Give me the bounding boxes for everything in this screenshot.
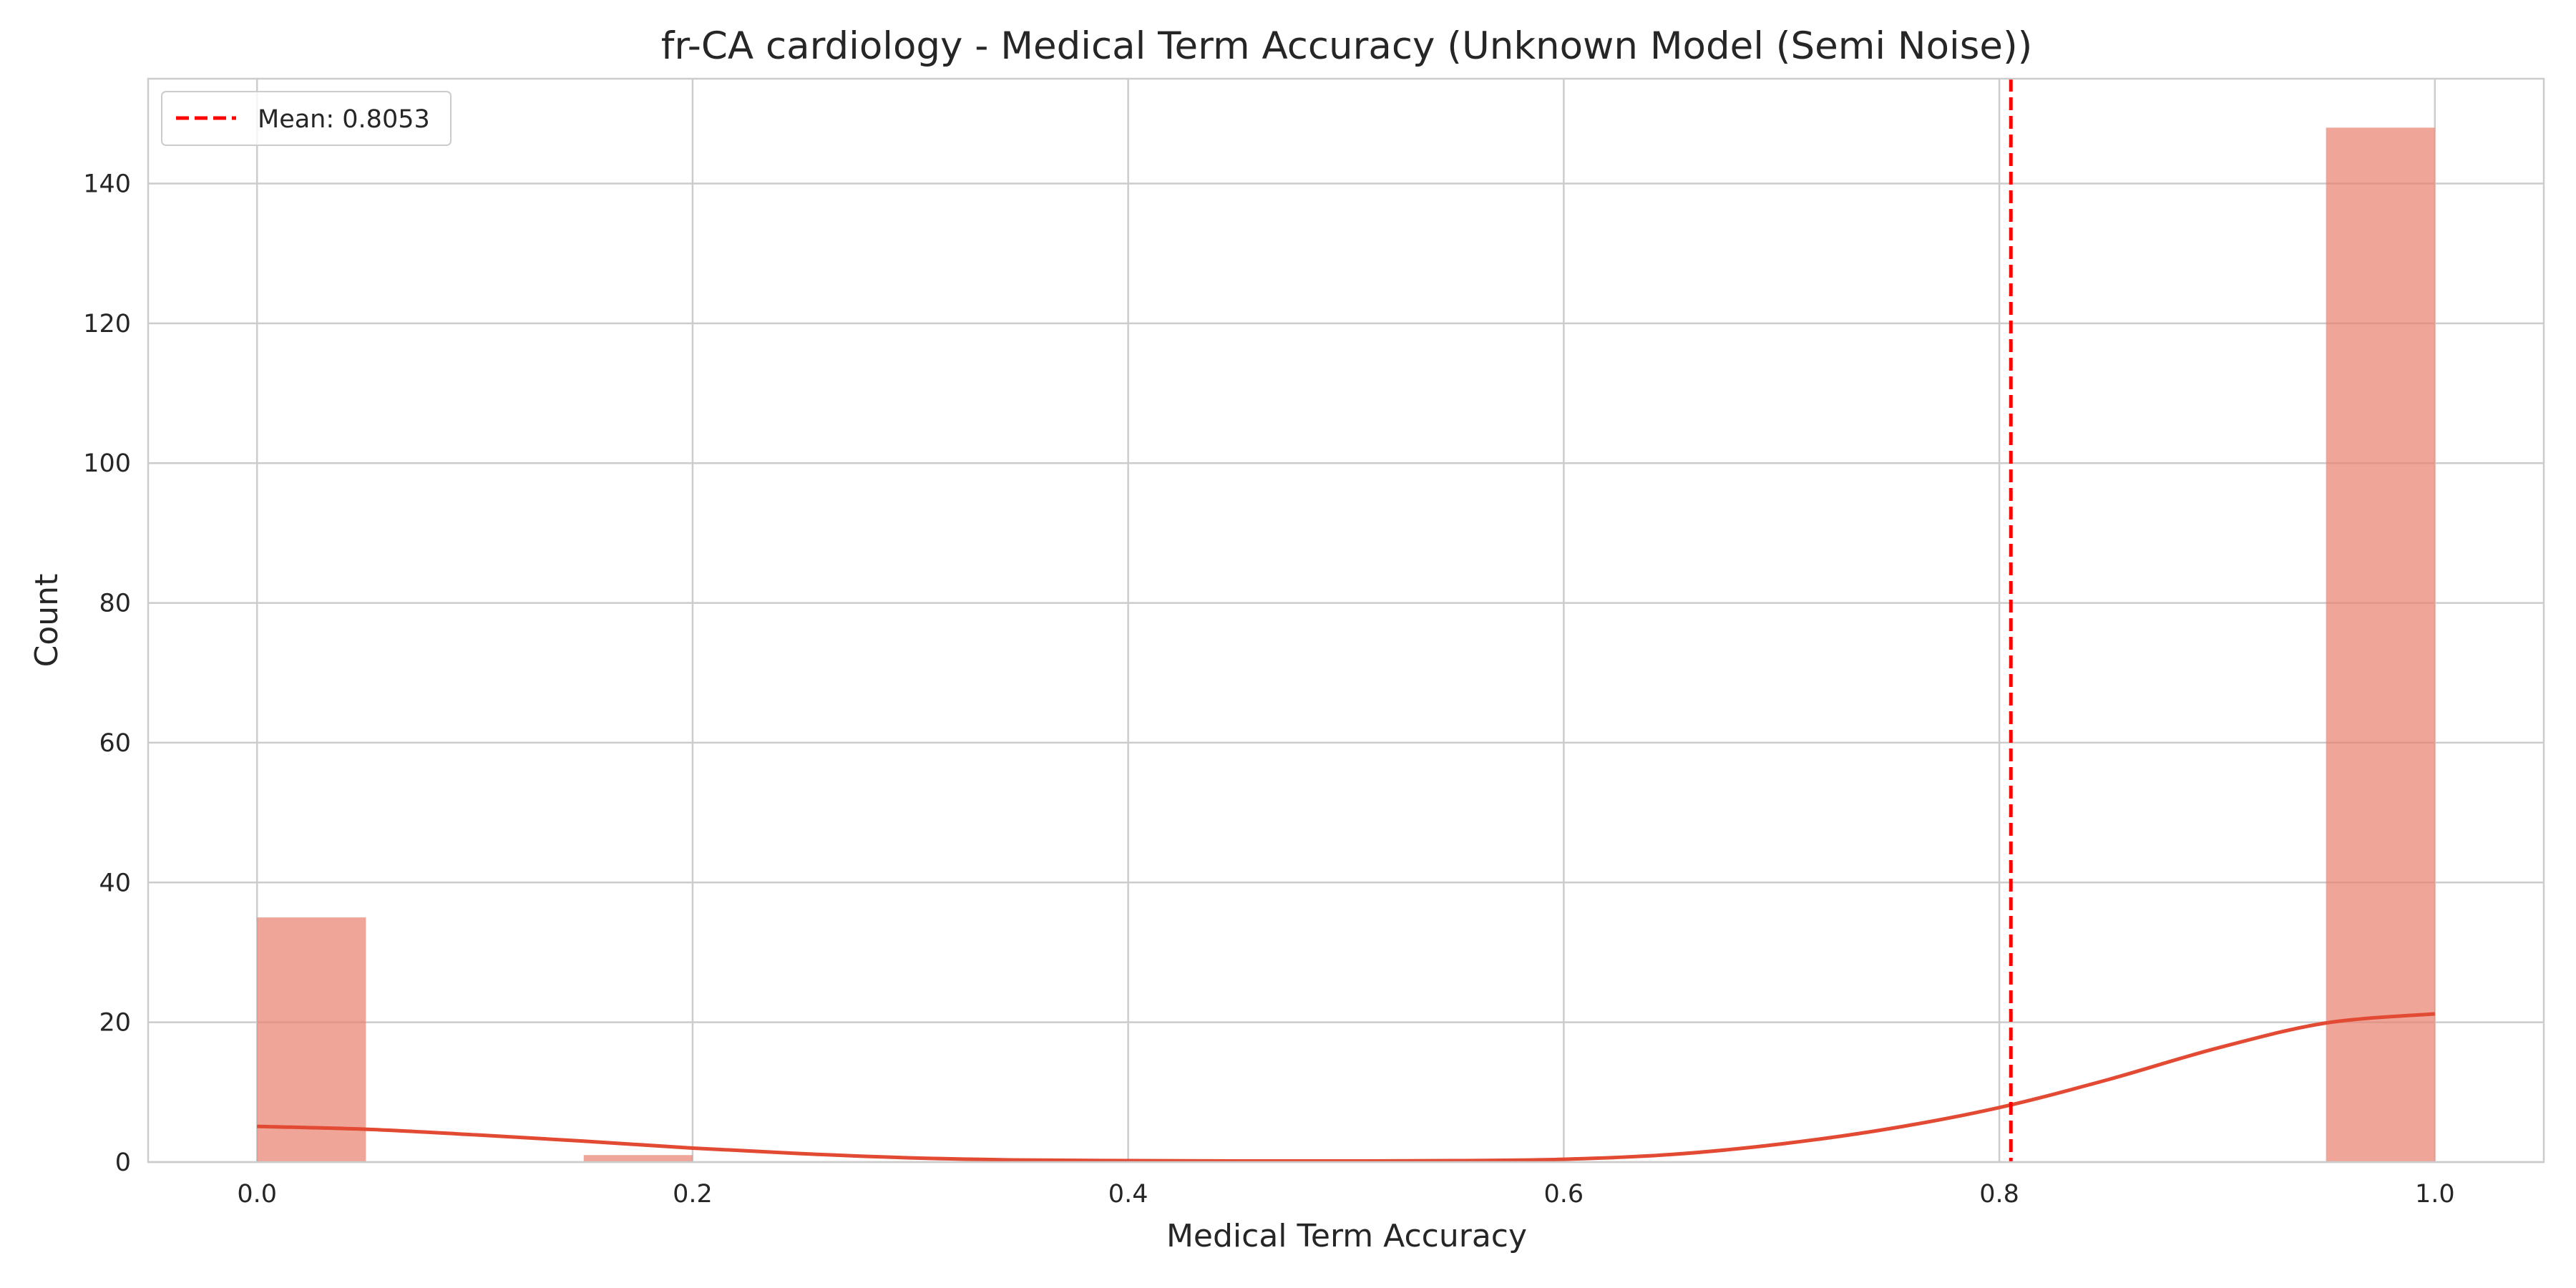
- x-axis-label: Medical Term Accuracy: [1166, 1218, 1527, 1254]
- y-tick-label: 20: [99, 1009, 131, 1038]
- x-tick-label: 1.0: [2415, 1180, 2455, 1209]
- kde-curve: [257, 1012, 2436, 1163]
- chart-title: fr-CA cardiology - Medical Term Accuracy…: [661, 24, 2033, 68]
- y-tick-label: 100: [83, 449, 131, 478]
- legend-box: [161, 91, 452, 146]
- legend: Mean: 0.8053: [161, 91, 452, 146]
- y-tick-label: 120: [83, 310, 131, 338]
- y-axis-label: Count: [29, 574, 65, 668]
- histogram-bar: [2326, 127, 2435, 1163]
- histogram-bar: [583, 1155, 693, 1162]
- y-axis-ticks: 0 20 40 60 80 100 120 140: [83, 170, 131, 1177]
- x-tick-label: 0.8: [1979, 1180, 2019, 1209]
- y-tick-label: 140: [83, 170, 131, 199]
- x-axis-ticks: 0.0 0.2 0.4 0.6 0.8 1.0: [237, 1180, 2454, 1209]
- y-tick-label: 40: [99, 869, 131, 897]
- legend-mean-label: Mean: 0.8053: [258, 105, 430, 134]
- histogram-bars: [257, 127, 2435, 1163]
- y-tick-label: 0: [115, 1148, 131, 1177]
- x-tick-label: 0.6: [1544, 1180, 1584, 1209]
- kde-curve-group: [257, 1012, 2436, 1163]
- histogram-bar: [257, 917, 366, 1162]
- plot-frame: [147, 77, 2545, 1163]
- x-tick-label: 0.0: [237, 1180, 277, 1209]
- x-tick-label: 0.2: [673, 1180, 713, 1209]
- y-tick-label: 60: [99, 729, 131, 758]
- plot-area: [148, 79, 2544, 1162]
- x-tick-label: 0.4: [1108, 1180, 1148, 1209]
- y-tick-label: 80: [99, 590, 131, 618]
